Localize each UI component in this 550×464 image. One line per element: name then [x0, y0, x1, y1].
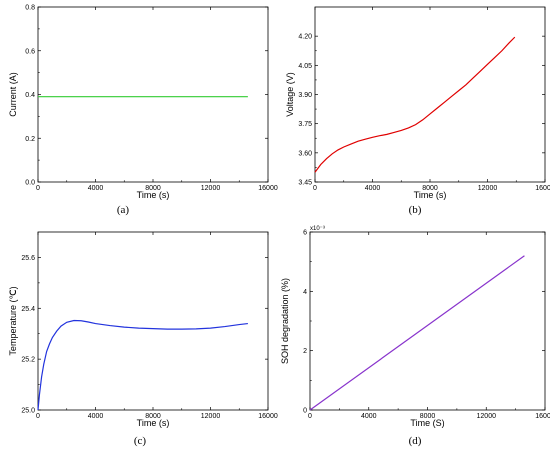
y-tick-label: 0.2	[25, 136, 35, 143]
x-tick-label: 4000	[361, 413, 377, 420]
y-tick-label: 0	[303, 408, 307, 415]
x-tick-label: 8000	[420, 413, 436, 420]
x-tick-label: 4000	[88, 185, 104, 192]
series-line	[37, 319, 248, 411]
x-tick-label: 0	[308, 413, 312, 420]
series-line	[314, 36, 516, 173]
y-tick-label: 0.8	[25, 5, 35, 12]
x-tick-label: 0	[36, 413, 40, 420]
series-line	[309, 255, 525, 411]
x-tick-label: 0	[36, 185, 40, 192]
y-tick-label: 25.0	[21, 408, 35, 415]
y-tick-label: 25.6	[21, 255, 35, 262]
x-tick-label: 8000	[145, 185, 161, 192]
x-tick-label: 12000	[478, 185, 498, 192]
panel-label: (a)	[117, 204, 130, 216]
y-tick-label: 3.90	[298, 92, 312, 99]
x-axis-label: Time (s)	[137, 418, 170, 428]
y-tick-label: 3.75	[298, 121, 312, 128]
y-tick-label: 3.60	[298, 150, 312, 157]
y-exponent-label: x10⁻³	[310, 226, 325, 232]
y-tick-label: 0.0	[25, 180, 35, 187]
x-axis-label: Time (s)	[137, 190, 170, 200]
y-tick-label: 25.2	[21, 357, 35, 364]
y-tick-label: 25.4	[21, 306, 35, 313]
y-tick-label: 4.05	[298, 63, 312, 70]
x-tick-label: 16000	[535, 413, 550, 420]
x-axis-label: Time (S)	[410, 418, 444, 428]
panel-c: 0 4000 8000 12000 16000 25.0 25.2 25.4 25.6 Time …	[8, 231, 278, 447]
x-tick-label: 0	[313, 185, 317, 192]
y-tick-label: 0.6	[25, 48, 35, 55]
x-tick-label: 16000	[258, 185, 278, 192]
plot-frame	[309, 231, 546, 411]
y-axis-label: Temperature (℃)	[8, 286, 18, 355]
plot-frame	[314, 6, 546, 183]
x-tick-label: 8000	[145, 413, 161, 420]
plot-frame	[37, 6, 269, 183]
x-tick-label: 8000	[422, 185, 438, 192]
x-tick-label: 4000	[365, 185, 381, 192]
panel-label: (c)	[134, 435, 147, 447]
panel-label: (b)	[409, 204, 422, 216]
y-tick-label: 2	[303, 348, 307, 355]
y-axis-label: Voltage (V)	[285, 72, 295, 117]
y-tick-label: 0.4	[25, 92, 35, 99]
y-axis-label: SOH degradation (%)	[280, 278, 290, 364]
x-tick-label: 12000	[201, 185, 221, 192]
y-tick-label: 4.20	[298, 34, 312, 41]
x-tick-label: 4000	[88, 413, 104, 420]
y-tick-label: 3.45	[298, 180, 312, 187]
y-axis-label: Current (A)	[8, 72, 18, 117]
x-tick-label: 12000	[201, 413, 221, 420]
x-tick-label: 16000	[535, 185, 550, 192]
y-tick-label: 4	[303, 289, 307, 296]
panel-label: (d)	[409, 435, 422, 447]
x-tick-label: 12000	[477, 413, 497, 420]
x-axis-label: Time (s)	[414, 190, 447, 200]
y-tick-label: 6	[303, 230, 307, 237]
x-tick-label: 16000	[258, 413, 278, 420]
panel-a: 0 4000 8000 12000 16000 0.0 0.2 0.4 0.6 0.8 Time (…	[8, 5, 278, 217]
panel-b: 0 4000 8000 12000 16000 3.45 3.60 3.75 3.90 4.05 4…	[285, 6, 550, 216]
